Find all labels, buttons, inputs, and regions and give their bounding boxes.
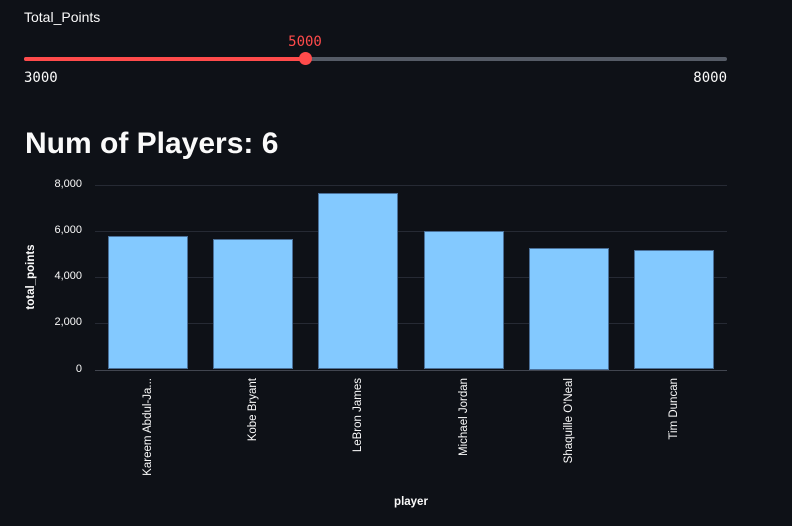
x-tick-label: LeBron James	[352, 378, 365, 453]
gridline	[95, 323, 727, 324]
x-tick-label: Kareem Abdul-Ja...	[141, 378, 154, 476]
y-tick-label: 4,000	[54, 270, 82, 282]
y-tick-label: 6,000	[54, 224, 82, 236]
slider-track[interactable]	[24, 57, 727, 61]
bar[interactable]	[107, 236, 188, 370]
x-tick-label: Tim Duncan	[668, 378, 681, 440]
gridline	[95, 277, 727, 278]
bar[interactable]	[213, 239, 293, 370]
x-axis-title: player	[394, 496, 428, 508]
bar[interactable]	[318, 193, 399, 370]
x-tick-label: Kobe Bryant	[247, 378, 259, 442]
y-tick-label: 0	[75, 363, 82, 375]
y-tick-label: 2,000	[54, 316, 82, 328]
x-tick-label: Shaquille O'Neal	[563, 378, 575, 464]
y-tick-label: 8,000	[54, 178, 82, 190]
slider-thumb[interactable]	[298, 52, 312, 65]
x-axis-line	[95, 370, 727, 371]
gridline	[95, 185, 727, 186]
page-title: Num of Players: 6	[25, 127, 279, 160]
slider-fill	[24, 57, 305, 61]
gridline	[95, 231, 727, 232]
bar[interactable]	[634, 249, 715, 370]
slider-max-label: 8000	[693, 70, 727, 86]
slider-value-label: 5000	[288, 34, 322, 50]
slider-min-label: 3000	[24, 70, 58, 86]
slider-label: Total_Points	[24, 9, 101, 25]
x-tick-label: Michael Jordan	[457, 378, 470, 456]
bar[interactable]	[423, 231, 504, 370]
bar[interactable]	[529, 248, 609, 370]
